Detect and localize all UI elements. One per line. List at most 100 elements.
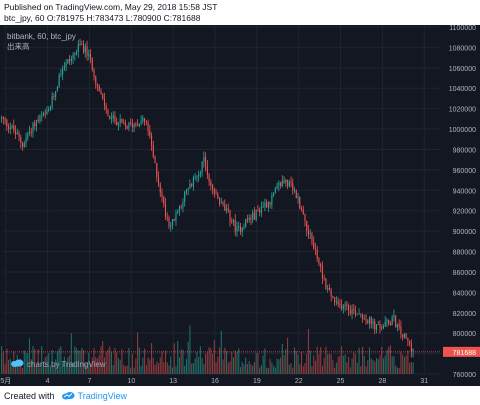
candle-body [248,217,250,220]
volume-bar [100,346,102,374]
volume-bar [88,352,90,374]
candle-body [138,123,140,127]
volume-bar [196,352,198,374]
candle-body [131,123,133,128]
y-axis-label: 880000 [453,250,476,257]
candle-body [154,156,156,163]
volume-group [1,325,414,374]
volume-bar [65,362,67,374]
candle-body [377,324,379,325]
volume-bar [74,346,76,374]
volume-bar [321,365,323,374]
candle-body [356,314,358,316]
volume-bar [105,352,107,374]
candle-body [325,278,327,289]
candle-body [23,143,25,147]
candle-body [341,304,343,309]
volume-bar [20,358,22,374]
y-axis-label: 960000 [453,168,476,175]
volume-bar [93,348,95,374]
volume-bar [109,346,111,374]
candle-body [306,220,308,231]
candle-body [128,122,130,129]
candle-body [260,206,262,213]
candle-body [198,174,200,177]
candle-body [48,109,50,111]
volume-bar [252,365,254,374]
candle-body [393,315,395,317]
tradingview-brand-link[interactable]: TradingView [61,390,128,401]
candle-body [346,304,348,306]
candle-body [290,181,292,184]
volume-bar [382,358,385,374]
candle-body [271,195,273,205]
candle-body [27,134,29,138]
x-axis-label: 5月 [0,377,11,385]
candle-body [281,180,283,186]
volume-bar [69,355,71,374]
chart-area[interactable]: 7600007800008000008200008400008600008800… [0,25,480,386]
volume-bar [194,358,196,374]
volume-bar [335,362,337,374]
volume-bar [11,361,13,374]
volume-bar [206,352,208,374]
volume-bar [304,362,306,374]
volume-bar [77,350,79,374]
candle-body [11,125,13,129]
volume-bar [332,359,334,374]
candle-body [342,306,344,309]
candle-body [250,217,252,220]
volume-bar [276,358,278,374]
volume-bar [58,348,60,374]
volume-bar [396,367,398,374]
candlestick-chart[interactable]: 7600007800008000008200008400008600008800… [0,25,480,386]
volume-bar [117,358,119,374]
tradingview-brand-text: TradingView [77,390,128,401]
candle-body [86,46,88,56]
volume-bar [314,360,317,374]
volume-bar [250,364,252,374]
candle-body [321,266,323,279]
candle-body [116,121,118,125]
candle-body [2,117,4,119]
candle-body [219,198,221,204]
volume-bar [358,347,360,374]
volume-bar [236,351,238,374]
candle-body [339,304,341,305]
volume-bar [231,351,233,374]
candle-body [170,225,172,227]
x-axis-label: 28 [379,378,387,385]
volume-bar [260,365,262,374]
candle-body [262,206,264,208]
volume-bar [393,356,395,374]
candle-body [302,209,304,214]
volume-bar [210,348,212,374]
candle-body [368,317,371,323]
candle-body [280,182,282,186]
volume-bar [131,353,133,374]
volume-bar [41,346,43,374]
volume-bar [391,356,393,374]
candle-body [255,209,257,220]
candle-body [409,340,411,344]
volume-bar [149,359,151,374]
candle-body [335,301,337,303]
candle-body [225,208,228,211]
volume-bar [323,357,325,374]
candle-body [63,66,65,70]
candle-body [39,116,41,122]
volume-bar [262,355,264,374]
volume-bar [156,361,158,374]
candle-body [44,113,46,115]
volume-bar [79,350,81,374]
candle-body [314,248,317,250]
volume-bar [154,364,156,374]
volume-bar [128,347,130,374]
candle-body [98,86,100,91]
candle-body [307,230,310,235]
volume-bar [407,350,409,374]
candle-body [287,179,289,187]
x-axis-label: 19 [253,378,261,385]
volume-bar [349,367,351,374]
candle-body [182,201,184,208]
